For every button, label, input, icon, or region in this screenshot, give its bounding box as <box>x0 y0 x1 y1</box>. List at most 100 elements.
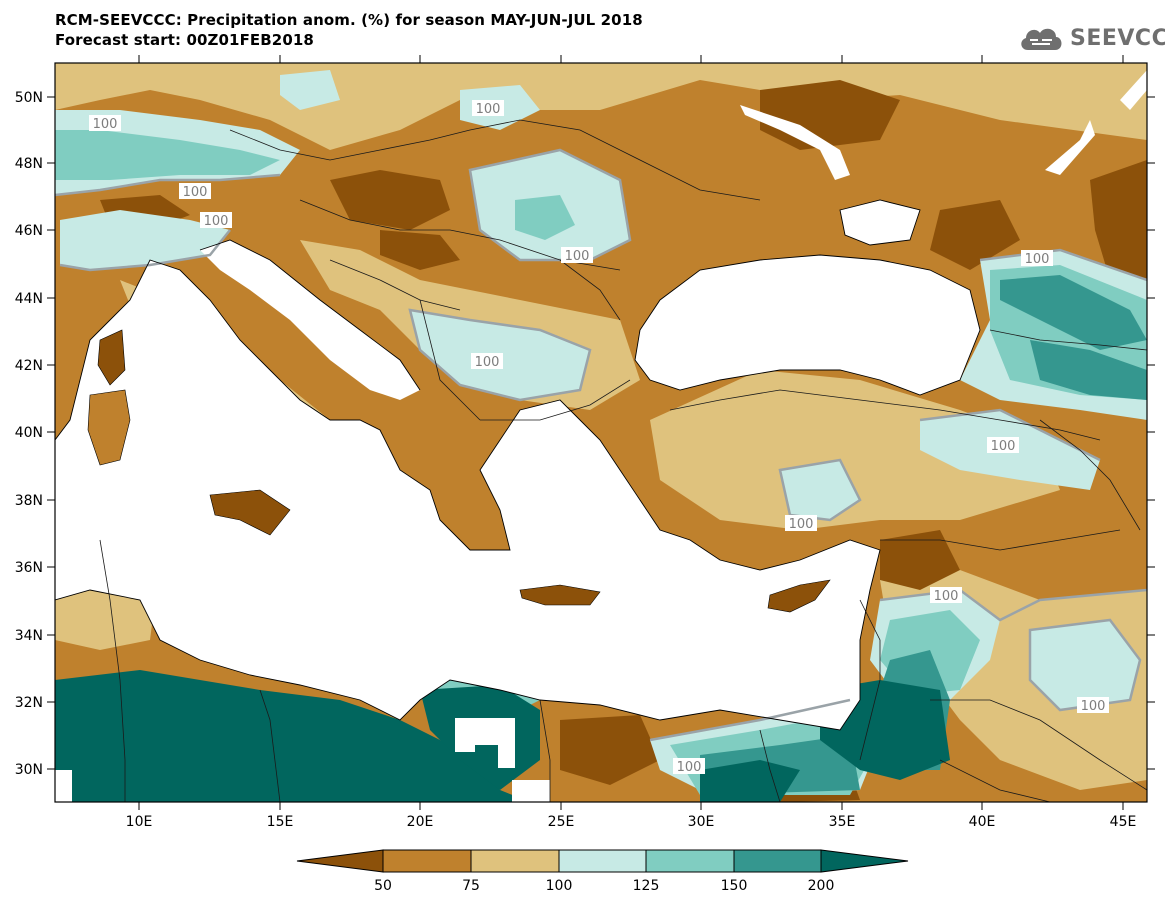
patch-very-dry-6 <box>930 200 1020 270</box>
lat-tick: 44N <box>15 291 1155 307</box>
lon-tick: 45E <box>1110 55 1136 830</box>
contour-label: 100 <box>471 353 503 370</box>
map-title: RCM-SEEVCCC: Precipitation anom. (%) for… <box>55 11 643 29</box>
lat-label: 30N <box>15 762 43 778</box>
lon-tick: 30E <box>688 55 715 830</box>
svg-text:100: 100 <box>934 589 959 604</box>
lat-tick: 30N <box>15 762 1155 778</box>
patch-wet-ukraine <box>280 70 340 110</box>
lat-tick: 40N <box>15 425 1155 441</box>
colorbar-tick-label: 150 <box>721 878 748 894</box>
lon-axis: 10E 15E 20E 25E 30E 35E 40E 45E <box>126 55 1136 830</box>
lon-label: 20E <box>407 814 434 830</box>
patch-wettest-caucasus-2 <box>1030 340 1147 400</box>
coastlines <box>55 199 981 731</box>
sea-azov <box>840 200 920 245</box>
colorbar-swatch-4 <box>645 849 735 873</box>
lat-tick: 38N <box>15 493 1155 509</box>
contour-label: 100 <box>785 515 817 532</box>
colorbar-swatch-2 <box>470 849 560 873</box>
svg-text:100: 100 <box>677 760 702 775</box>
lat-tick: 34N <box>15 628 1155 644</box>
lat-axis: 50N 48N 46N 44N 42N 40N 38N 36N 34N 32N … <box>15 90 1155 778</box>
contour-label: 100 <box>200 212 232 229</box>
patch-wet-alps-south <box>60 210 230 270</box>
lon-label: 40E <box>969 814 996 830</box>
patch-wetter-romania <box>515 195 575 240</box>
lat-label: 46N <box>15 223 43 239</box>
contour-labels: 100 100 100 100 100 100 100 100 100 100 … <box>89 100 1109 775</box>
colorbar-swatch-6 <box>820 849 909 873</box>
map-subtitle: Forecast start: 00Z01FEB2018 <box>55 31 314 49</box>
svg-text:100: 100 <box>1025 252 1050 267</box>
svg-text:100: 100 <box>1081 699 1106 714</box>
lake-ukraine <box>740 105 850 180</box>
lat-tick: 50N <box>15 90 1155 106</box>
colorbar-swatch-0 <box>296 849 384 873</box>
island-sicily <box>209 489 291 536</box>
lon-label: 15E <box>267 814 294 830</box>
lat-tick: 48N <box>15 156 1155 172</box>
svg-text:100: 100 <box>565 249 590 264</box>
lon-label: 10E <box>126 814 153 830</box>
patch-extreme-north-africa <box>55 670 530 802</box>
lon-tick: 35E <box>829 55 856 830</box>
lake-caspian-edge <box>1120 70 1147 110</box>
lake-libya-2 <box>512 780 550 802</box>
svg-text:100: 100 <box>991 439 1016 454</box>
colorbar-tick-label: 75 <box>462 878 480 894</box>
lon-label: 25E <box>548 814 575 830</box>
lon-tick: 20E <box>407 55 434 830</box>
lat-tick: 46N <box>15 223 1155 239</box>
sea-adriatic <box>200 240 420 400</box>
colorbar <box>296 849 909 873</box>
contour-label: 100 <box>673 758 705 775</box>
patch-wet-syria <box>1030 620 1140 710</box>
contour-label: 100 <box>179 183 211 200</box>
patch-light-dry-turkey <box>650 370 1060 530</box>
lat-label: 40N <box>15 425 43 441</box>
patch-wet-anatolia <box>780 460 860 520</box>
island-cyprus <box>767 579 831 613</box>
colorbar-tick-label: 50 <box>374 878 392 894</box>
svg-text:100: 100 <box>93 117 118 132</box>
lon-tick: 40E <box>969 55 996 830</box>
contour-label: 100 <box>987 437 1019 454</box>
colorbar-tick-label: 125 <box>633 878 660 894</box>
contour-label: 100 <box>89 115 121 132</box>
patch-wettest-caucasus <box>1000 275 1147 350</box>
svg-text:100: 100 <box>183 185 208 200</box>
lat-label: 50N <box>15 90 43 106</box>
sea-black <box>635 255 980 395</box>
lon-tick: 15E <box>267 55 294 830</box>
patch-very-dry-2 <box>380 230 460 270</box>
sea-mediterranean <box>55 260 880 730</box>
lake-libya-3 <box>55 770 72 802</box>
title-block: RCM-SEEVCCC: Precipitation anom. (%) for… <box>55 10 643 50</box>
lake-russia <box>1045 120 1095 175</box>
lat-label: 36N <box>15 560 43 576</box>
colorbar-swatch-1 <box>382 849 472 873</box>
lon-tick: 25E <box>548 55 575 830</box>
colorbar-tick-label: 100 <box>546 878 573 894</box>
lon-label: 35E <box>829 814 856 830</box>
patch-extreme-nile <box>700 760 800 802</box>
lon-label: 30E <box>688 814 715 830</box>
lon-tick: 10E <box>126 55 153 830</box>
svg-text:100: 100 <box>475 355 500 370</box>
lat-tick: 36N <box>15 560 1155 576</box>
patch-very-dry-3 <box>560 715 660 785</box>
contour-label: 100 <box>561 247 593 264</box>
lake-libya-1 <box>455 718 515 768</box>
country-borders <box>99 119 1147 802</box>
island-sardinia <box>87 389 131 466</box>
lat-label: 32N <box>15 695 43 711</box>
anomaly-field <box>55 63 1147 802</box>
svg-text:100: 100 <box>476 102 501 117</box>
island-corsica <box>97 329 126 386</box>
patch-very-dry-1 <box>330 170 450 230</box>
patch-very-dry-7 <box>880 530 960 590</box>
contour-label: 100 <box>930 587 962 604</box>
seevccc-logo: SEEVCCC <box>1018 24 1165 52</box>
